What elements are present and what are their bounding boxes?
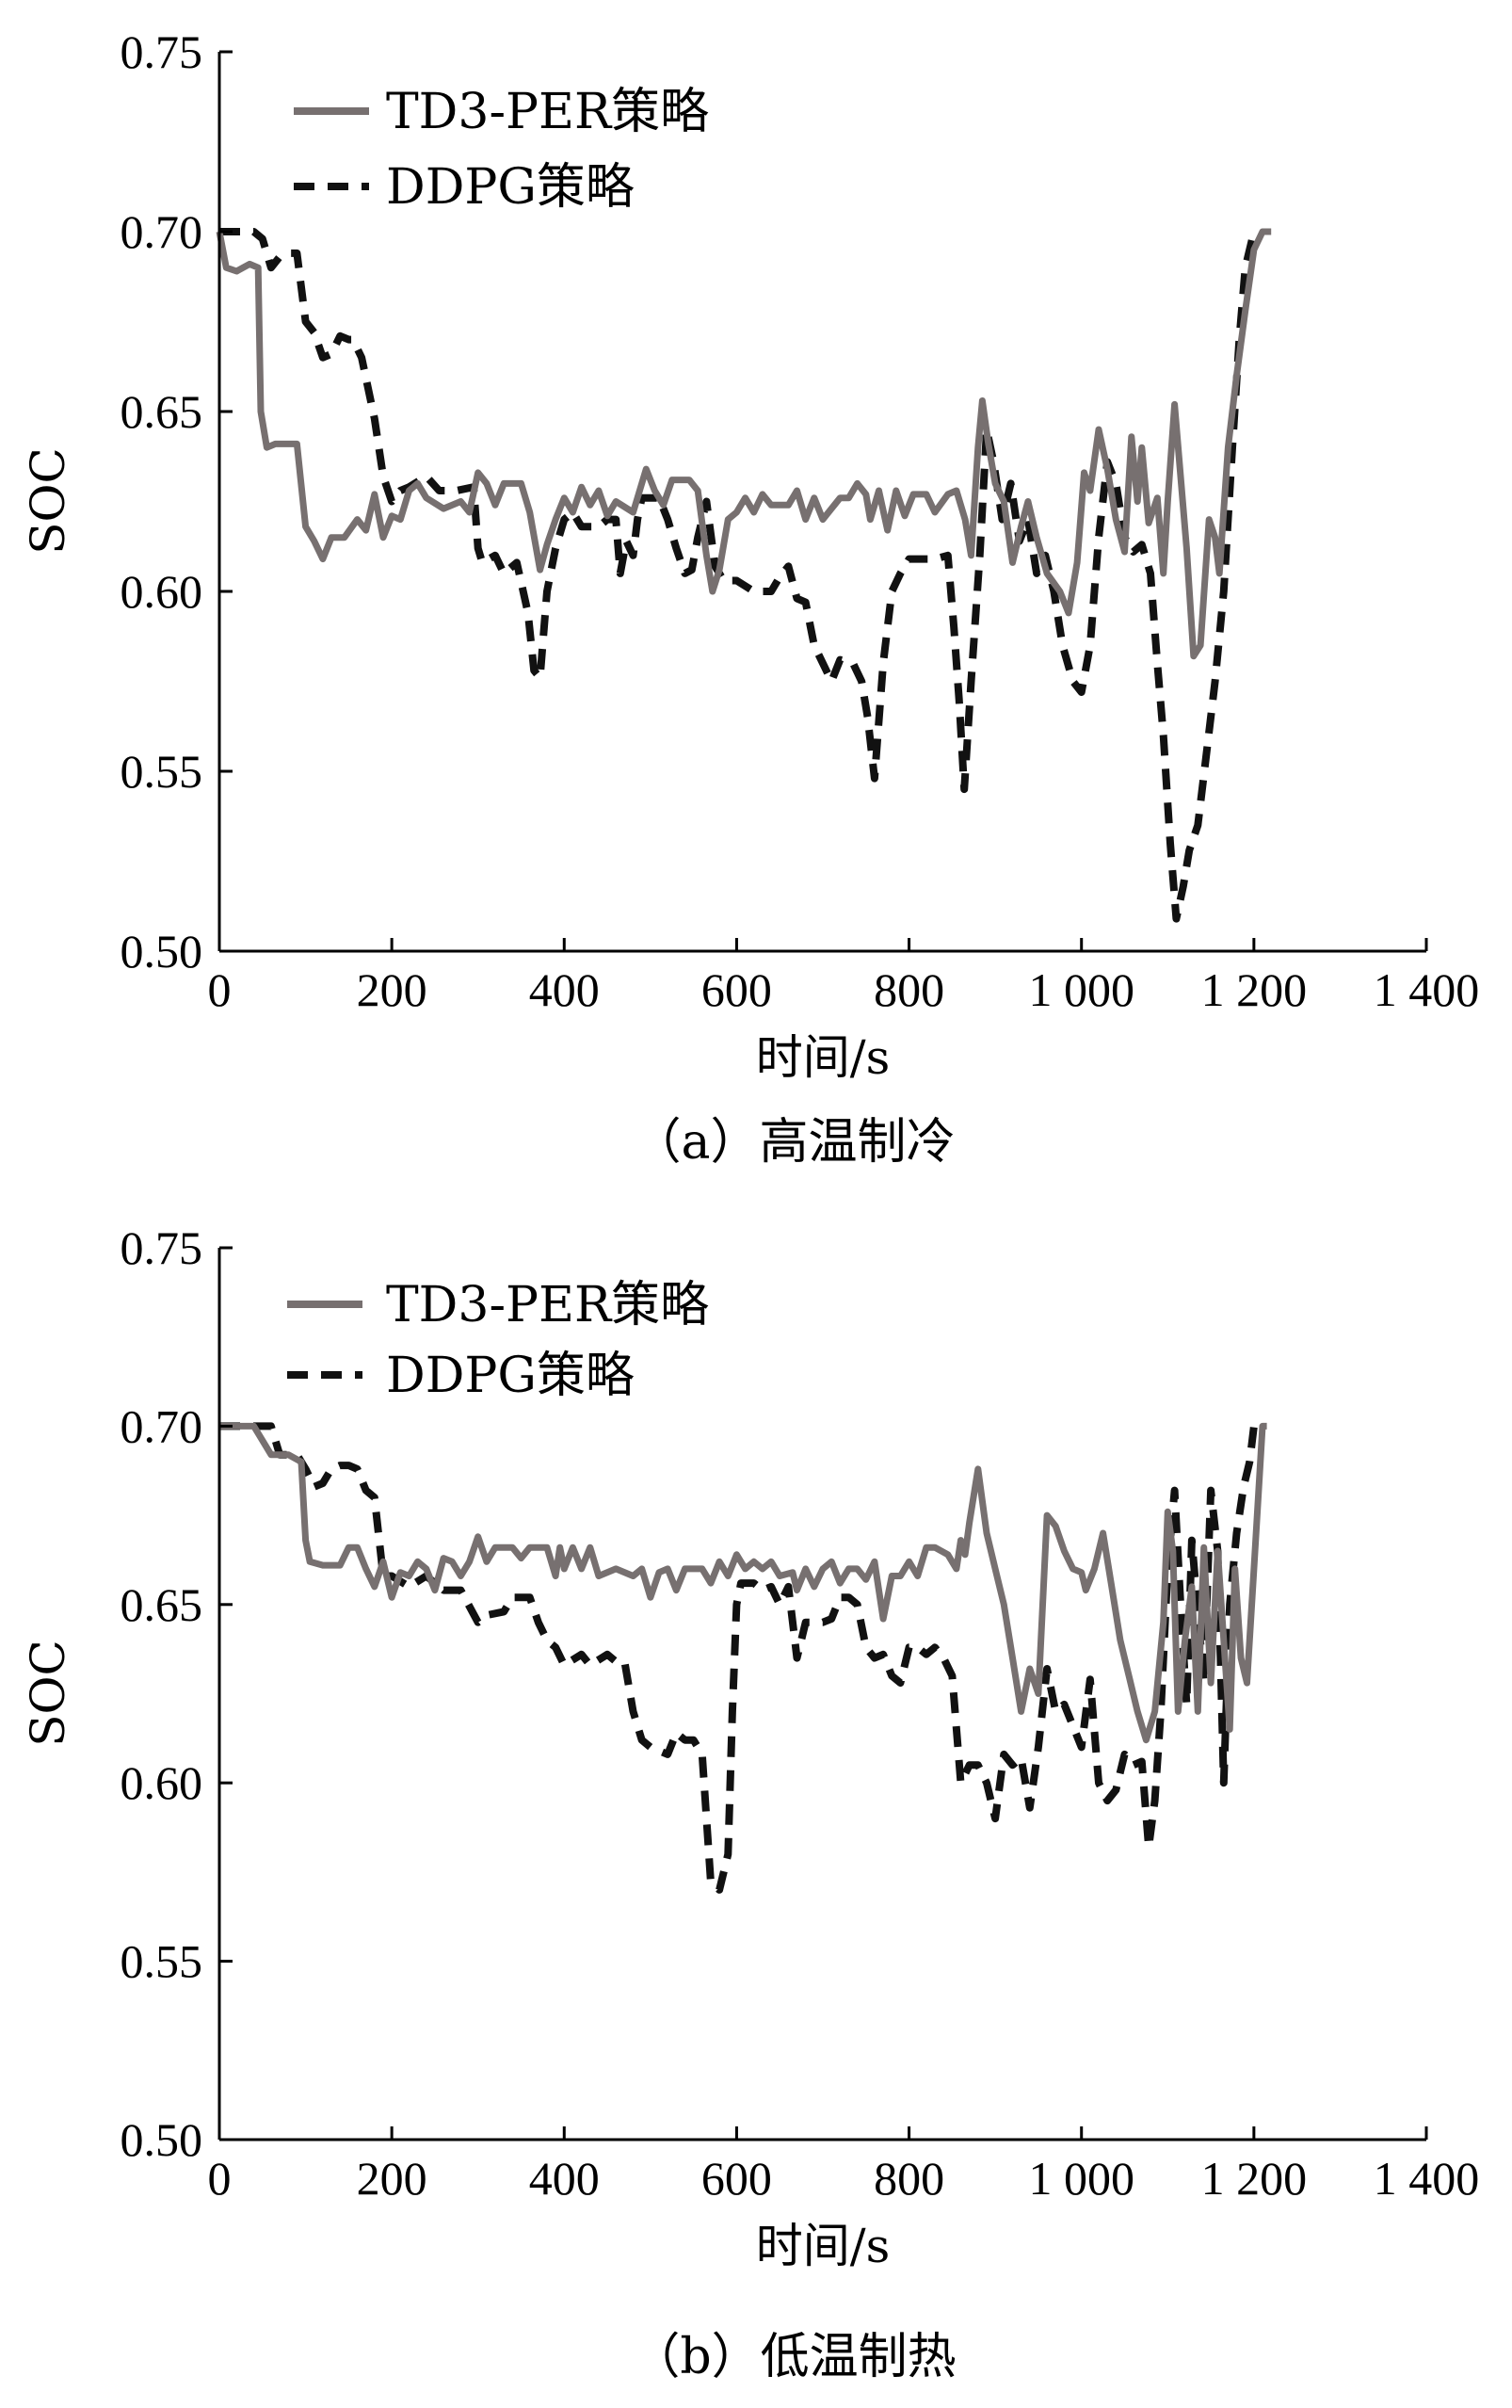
chart-a-y-ticks: 0.50 0.55 0.60 0.65 0.70 0.75 [121, 25, 233, 978]
chart-b-x-tick-label: 1 000 [1028, 2152, 1134, 2205]
chart-b-y-tick-label: 0.70 [121, 1399, 203, 1452]
chart-a-legend-label-td3: TD3-PER策略 [386, 84, 709, 140]
chart-b-plot-area: 0.50 0.55 0.60 0.65 0.70 0.75 0 200 400 600 800 1 … [121, 1221, 1480, 2205]
chart-b-x-ticks: 0 200 400 600 800 1 000 1 200 1 400 [208, 2126, 1480, 2205]
chart-a-y-tick-label: 0.55 [121, 745, 203, 798]
chart-b-x-tick-label: 600 [701, 2152, 772, 2205]
chart-b-y-axis-title: SOC [21, 1640, 75, 1747]
chart-b-y-tick-label: 0.65 [121, 1578, 203, 1631]
chart-b-series-ddpg-line [219, 1422, 1263, 1894]
chart-b-y-ticks: 0.50 0.55 0.60 0.65 0.70 0.75 [121, 1221, 233, 2166]
chart-b-legend: TD3-PER策略 DDPG策略 [287, 1277, 709, 1404]
chart-a-series-layer [216, 228, 1272, 923]
chart-b-series-td3-per-line [219, 1422, 1267, 1744]
chart-a-y-axis-title: SOC [21, 447, 75, 555]
chart-a-x-tick-label: 1 400 [1374, 963, 1480, 1016]
chart-a-x-tick-label: 400 [529, 963, 600, 1016]
chart-a-legend: TD3-PER策略 DDPG策略 [294, 84, 709, 216]
chart-a-series-td3-per-line [216, 228, 1272, 660]
chart-b-caption: （b）低温制热 [631, 2329, 956, 2385]
chart-b-x-tick-label: 800 [874, 2152, 944, 2205]
chart-b-y-tick-label: 0.60 [121, 1756, 203, 1809]
chart-b-x-tick-label: 200 [357, 2152, 427, 2205]
chart-a-y-tick-label: 0.70 [121, 205, 203, 258]
chart-a-legend-label-ddpg: DDPG策略 [386, 159, 635, 216]
chart-a-plot-area: 0.50 0.55 0.60 0.65 0.70 0.75 0 200 400 600 800 1 … [121, 25, 1480, 1016]
chart-a-y-tick-label: 0.65 [121, 385, 203, 438]
chart-a-x-tick-label: 0 [208, 963, 232, 1016]
chart-b-y-tick-label: 0.75 [121, 1221, 203, 1274]
chart-a-x-tick-label: 600 [701, 963, 772, 1016]
chart-b-legend-label-ddpg: DDPG策略 [386, 1348, 635, 1404]
chart-a-x-ticks: 0 200 400 600 800 1 000 1 200 1 400 [208, 938, 1480, 1016]
chart-a-x-axis-title: 时间/s [756, 1030, 891, 1085]
chart-b-series-layer [219, 1422, 1267, 1894]
chart-a-y-tick-label: 0.50 [121, 925, 203, 978]
chart-a-x-tick-label: 1 000 [1028, 963, 1134, 1016]
chart-a-caption: （a）高温制冷 [632, 1114, 955, 1171]
chart-b-x-axis-title: 时间/s [756, 2219, 891, 2273]
chart-a: 0.50 0.55 0.60 0.65 0.70 0.75 0 200 400 600 800 1 … [21, 25, 1479, 1171]
chart-b-x-tick-label: 400 [529, 2152, 600, 2205]
chart-b-x-tick-label: 1 400 [1374, 2152, 1480, 2205]
chart-b-legend-label-td3: TD3-PER策略 [386, 1277, 709, 1333]
chart-b: 0.50 0.55 0.60 0.65 0.70 0.75 0 200 400 600 800 1 … [21, 1221, 1479, 2385]
chart-a-x-tick-label: 200 [357, 963, 427, 1016]
chart-b-y-tick-label: 0.50 [121, 2113, 203, 2166]
chart-a-series-ddpg-line [219, 228, 1258, 923]
chart-b-y-tick-label: 0.55 [121, 1935, 203, 1988]
chart-a-x-tick-label: 1 200 [1201, 963, 1308, 1016]
chart-a-x-tick-label: 800 [874, 963, 944, 1016]
chart-a-y-tick-label: 0.60 [121, 565, 203, 618]
chart-b-x-tick-label: 1 200 [1201, 2152, 1308, 2205]
chart-b-x-tick-label: 0 [208, 2152, 232, 2205]
chart-a-y-tick-label: 0.75 [121, 25, 203, 78]
